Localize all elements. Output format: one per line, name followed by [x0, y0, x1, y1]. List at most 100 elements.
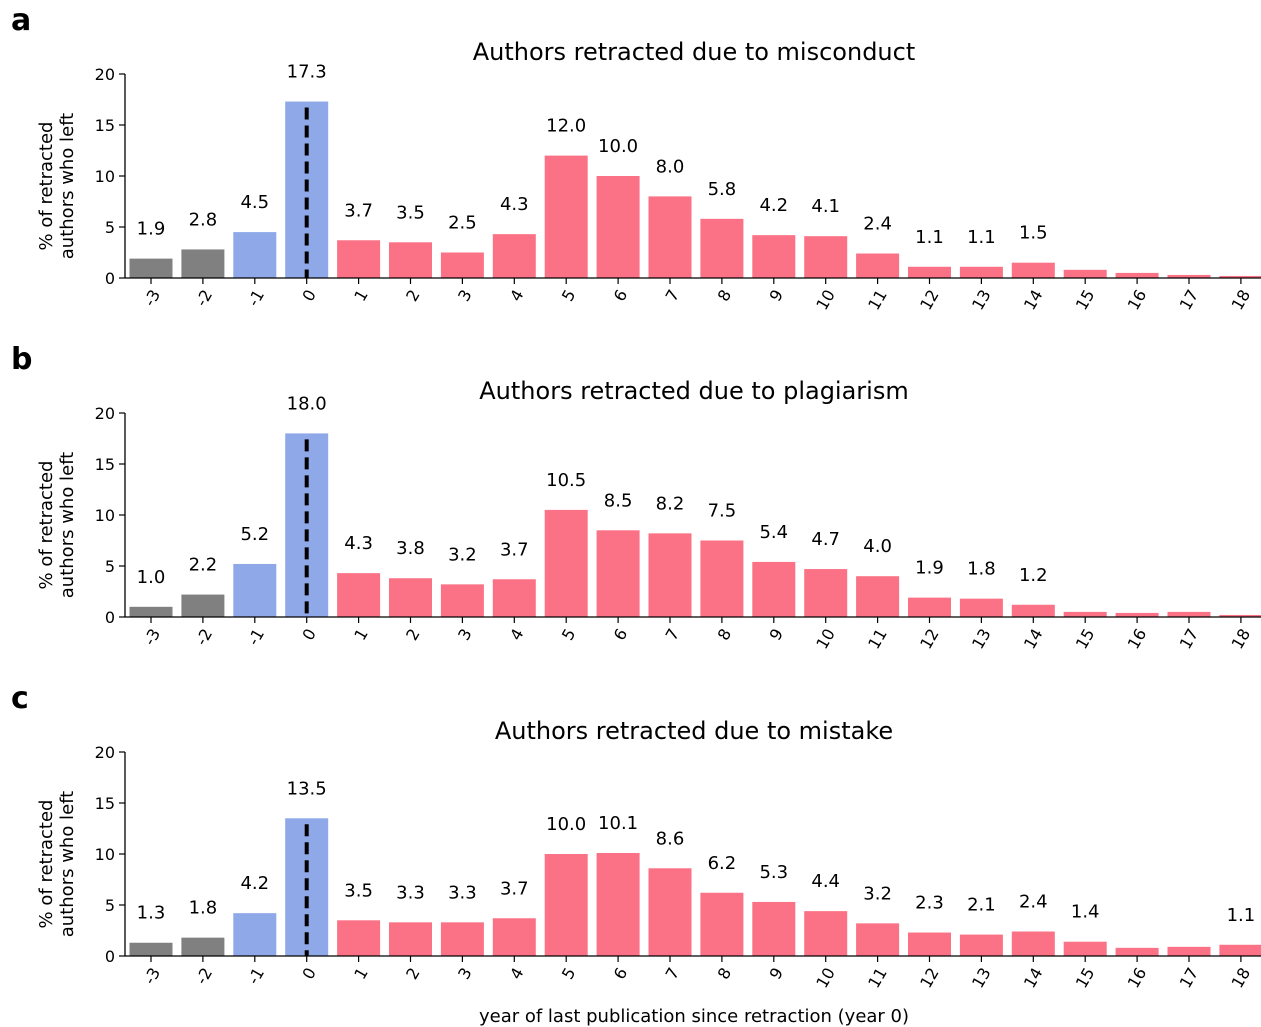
y-tick-label: 15	[95, 794, 115, 813]
y-axis-label-line: % of retracted	[36, 461, 57, 590]
data-label: 12.0	[546, 116, 586, 137]
bar	[908, 597, 951, 617]
x-tick-label: 5	[558, 625, 580, 643]
data-label: 1.4	[1071, 902, 1100, 923]
bar	[1063, 269, 1107, 278]
data-label: 2.3	[915, 893, 944, 914]
chart-title: Authors retracted due to misconduct	[473, 38, 916, 66]
bar	[544, 155, 588, 278]
bar	[389, 578, 432, 617]
bar	[959, 934, 1003, 956]
x-tick-label: 14	[1020, 964, 1047, 991]
bar	[492, 579, 536, 617]
x-tick-label: 5	[558, 286, 580, 304]
x-tick-label: 18	[1227, 625, 1254, 652]
y-tick-label: 0	[105, 608, 115, 627]
x-tick-label: -1	[244, 286, 268, 309]
y-axis-label-line: authors who left	[57, 452, 78, 598]
x-tick-label: -1	[244, 964, 268, 987]
x-tick-label: 9	[765, 964, 787, 982]
panel-letter: c	[11, 681, 29, 716]
chart-title: Authors retracted due to mistake	[495, 717, 893, 745]
data-label: 1.8	[967, 559, 996, 580]
bar	[804, 569, 848, 617]
x-tick-label: 15	[1072, 625, 1099, 652]
bar	[389, 922, 432, 956]
x-tick-label: 3	[454, 625, 476, 643]
x-tick-label: 0	[298, 964, 320, 982]
bar	[233, 232, 277, 278]
x-tick-label: 6	[610, 625, 632, 643]
bar	[492, 918, 536, 956]
y-axis-label: % of retractedauthors who left	[36, 452, 78, 598]
data-label: 10.1	[598, 813, 638, 834]
data-label: 4.5	[240, 192, 269, 213]
y-tick-label: 0	[105, 269, 115, 288]
x-tick-label: 6	[610, 286, 632, 304]
data-label: 4.0	[863, 536, 892, 557]
x-tick-label: 8	[714, 964, 736, 982]
x-tick-label: 18	[1227, 964, 1254, 991]
data-label: 10.0	[546, 814, 586, 835]
x-tick-label: 18	[1227, 286, 1254, 313]
bar	[856, 253, 900, 278]
x-tick-label: 9	[765, 286, 787, 304]
x-tick-label: 8	[714, 625, 736, 643]
bar	[181, 937, 225, 956]
data-label: 1.1	[967, 227, 996, 248]
data-label: 5.8	[708, 179, 737, 200]
bar	[181, 594, 225, 617]
x-tick-label: 11	[864, 286, 891, 313]
bar	[1219, 944, 1261, 956]
x-tick-label: 14	[1020, 286, 1047, 313]
bar	[129, 258, 173, 278]
bar	[1063, 941, 1107, 956]
bar	[856, 923, 900, 956]
bar	[337, 573, 381, 617]
bar	[648, 196, 692, 278]
bar	[544, 509, 588, 617]
x-tick-label: 4	[506, 286, 528, 304]
data-label: 7.5	[708, 501, 737, 522]
x-tick-label: 15	[1072, 964, 1099, 991]
bar	[804, 911, 848, 956]
data-label: 4.2	[240, 873, 269, 894]
bar	[959, 598, 1003, 617]
x-tick-label: -3	[140, 286, 164, 309]
x-tick-label: 12	[916, 625, 943, 652]
data-label: 3.3	[448, 882, 477, 903]
x-tick-label: 0	[298, 286, 320, 304]
bar	[440, 584, 484, 617]
x-tick-label: 14	[1020, 625, 1047, 652]
x-tick-label: 12	[916, 964, 943, 991]
x-tick-label: 7	[662, 625, 684, 643]
data-label: 2.4	[1019, 892, 1048, 913]
bar	[492, 234, 536, 278]
data-label: 1.9	[137, 219, 166, 240]
y-axis-label: % of retractedauthors who left	[36, 113, 78, 259]
bar	[1115, 272, 1159, 278]
bar	[1219, 614, 1261, 617]
x-tick-label: 17	[1176, 625, 1203, 652]
bar	[752, 561, 796, 617]
panel-c: c Authors retracted due to mistake % of re…	[11, 681, 1261, 991]
bar	[181, 249, 225, 278]
bar	[389, 242, 432, 278]
bar	[1167, 946, 1211, 956]
bar	[596, 176, 640, 278]
x-axis-label: year of last publication since retractio…	[479, 1006, 909, 1027]
bar	[908, 932, 951, 956]
y-tick-label: 20	[95, 65, 115, 84]
x-tick-label: 1	[350, 286, 372, 304]
x-tick-label: -2	[192, 286, 216, 309]
bar	[1167, 611, 1211, 617]
data-label: 8.5	[604, 490, 633, 511]
data-label: 18.0	[287, 393, 327, 414]
y-axis-label-line: authors who left	[57, 791, 78, 937]
x-tick-label: -3	[140, 625, 164, 648]
bar	[648, 868, 692, 956]
data-label: 4.3	[344, 533, 373, 554]
x-tick-label: 3	[454, 286, 476, 304]
bar	[752, 235, 796, 278]
x-tick-label: -3	[140, 964, 164, 987]
